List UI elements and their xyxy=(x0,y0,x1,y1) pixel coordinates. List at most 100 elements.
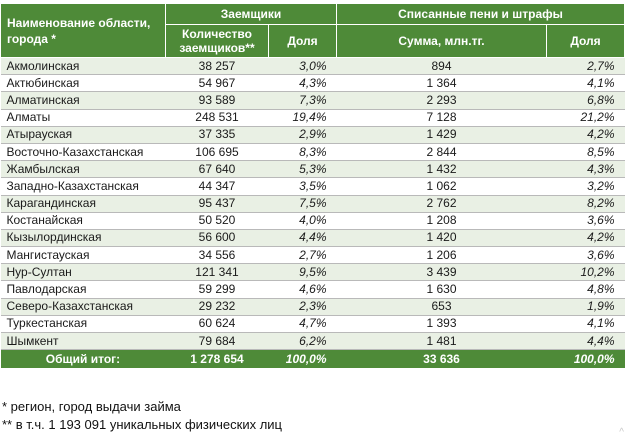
total-sum: 33 636 xyxy=(336,349,547,369)
total-count: 1 278 654 xyxy=(165,349,269,369)
table-row: Восточно-Казахстанская 106 695 8,3% 2 844 8,… xyxy=(0,143,625,162)
cell-region: Мангистауская xyxy=(0,246,166,265)
table-body: Акмолинская 38 257 3,0% 894 2,7% Актюбинская 5… xyxy=(0,57,625,351)
cell-region: Шымкент xyxy=(0,332,166,351)
cell-region: Карагандинская xyxy=(0,195,166,213)
cell-borrowers-share: 4,4% xyxy=(268,229,337,248)
cell-penalties-share: 4,8% xyxy=(546,280,625,299)
table-row: Алматинская 93 589 7,3% 2 293 6,8% xyxy=(0,91,625,110)
cell-penalties-sum: 1 393 xyxy=(336,315,547,334)
header-penalties-share: Доля xyxy=(545,24,626,58)
table-row: Нур-Султан 121 341 9,5% 3 439 10,2% xyxy=(0,263,625,282)
cell-penalties-sum: 1 630 xyxy=(336,280,547,299)
cell-penalties-sum: 1 432 xyxy=(336,160,547,179)
cell-borrowers-count: 60 624 xyxy=(165,315,269,334)
table-row: Северо-Казахстанская 29 232 2,3% 653 1,9% xyxy=(0,298,625,316)
cell-penalties-share: 3,6% xyxy=(546,246,625,265)
cell-borrowers-count: 37 335 xyxy=(165,126,269,144)
cell-borrowers-share: 9,5% xyxy=(268,263,337,282)
cell-penalties-sum: 2 293 xyxy=(336,91,547,110)
cell-borrowers-count: 67 640 xyxy=(165,160,269,179)
header-group-penalties: Списанные пени и штрафы xyxy=(335,3,626,25)
total-label: Общий итог: xyxy=(0,349,166,369)
cell-borrowers-count: 34 556 xyxy=(165,246,269,265)
cell-borrowers-share: 3,0% xyxy=(268,57,337,76)
header-borrowers-count: Количество заемщиков** xyxy=(165,24,269,58)
cell-borrowers-share: 4,0% xyxy=(268,212,337,230)
cell-region: Туркестанская xyxy=(0,315,166,334)
table-row: Карагандинская 95 437 7,5% 2 762 8,2% xyxy=(0,195,625,213)
cell-region: Западно-Казахстанская xyxy=(0,177,166,196)
cell-penalties-share: 6,8% xyxy=(546,91,625,110)
cell-penalties-share: 3,6% xyxy=(546,212,625,230)
cell-borrowers-share: 7,3% xyxy=(268,91,337,110)
table-row: Атырауская 37 335 2,9% 1 429 4,2% xyxy=(0,126,625,144)
cell-penalties-sum: 1 062 xyxy=(336,177,547,196)
cell-penalties-share: 4,4% xyxy=(546,332,625,351)
cell-penalties-sum: 1 481 xyxy=(336,332,547,351)
cell-penalties-sum: 1 429 xyxy=(336,126,547,144)
cell-borrowers-count: 79 684 xyxy=(165,332,269,351)
cell-region: Актюбинская xyxy=(0,74,166,93)
cell-borrowers-share: 5,3% xyxy=(268,160,337,179)
header-borrowers-share: Доля xyxy=(268,24,337,58)
cell-region: Восточно-Казахстанская xyxy=(0,143,166,162)
cell-borrowers-share: 3,5% xyxy=(268,177,337,196)
cell-penalties-share: 4,2% xyxy=(546,229,625,248)
footnote-region: * регион, город выдачи займа xyxy=(2,399,181,414)
header-penalties-sum: Сумма, млн.тг. xyxy=(336,24,547,58)
cell-penalties-sum: 1 206 xyxy=(336,246,547,265)
cell-borrowers-share: 7,5% xyxy=(268,195,337,213)
cell-penalties-share: 8,2% xyxy=(546,195,625,213)
table-row: Акмолинская 38 257 3,0% 894 2,7% xyxy=(0,57,625,76)
table-row: Актюбинская 54 967 4,3% 1 364 4,1% xyxy=(0,74,625,93)
cell-borrowers-share: 2,7% xyxy=(268,246,337,265)
cell-penalties-sum: 2 762 xyxy=(336,195,547,213)
cell-penalties-sum: 2 844 xyxy=(336,143,547,162)
cell-borrowers-count: 38 257 xyxy=(165,57,269,76)
cell-borrowers-count: 95 437 xyxy=(165,195,269,213)
cell-region: Костанайская xyxy=(0,212,166,230)
cell-borrowers-share: 4,3% xyxy=(268,74,337,93)
cell-penalties-share: 4,1% xyxy=(546,74,625,93)
cell-region: Жамбылская xyxy=(0,160,166,179)
table-row: Туркестанская 60 624 4,7% 1 393 4,1% xyxy=(0,315,625,334)
header-region-name: Наименование области, города * xyxy=(0,3,166,58)
corner-caret-icon: ^ xyxy=(619,427,624,438)
total-share: 100,0% xyxy=(268,349,337,369)
footnotes: * регион, город выдачи займа ** в т.ч. 1… xyxy=(2,398,282,434)
cell-borrowers-count: 29 232 xyxy=(165,298,269,316)
cell-penalties-sum: 1 420 xyxy=(336,229,547,248)
cell-borrowers-share: 2,3% xyxy=(268,298,337,316)
table-row: Мангистауская 34 556 2,7% 1 206 3,6% xyxy=(0,246,625,265)
table-row: Костанайская 50 520 4,0% 1 208 3,6% xyxy=(0,212,625,230)
cell-borrowers-count: 56 600 xyxy=(165,229,269,248)
cell-borrowers-count: 93 589 xyxy=(165,91,269,110)
cell-penalties-sum: 653 xyxy=(336,298,547,316)
table-row: Павлодарская 59 299 4,6% 1 630 4,8% xyxy=(0,280,625,299)
cell-borrowers-share: 4,6% xyxy=(268,280,337,299)
cell-borrowers-count: 44 347 xyxy=(165,177,269,196)
cell-penalties-share: 3,2% xyxy=(546,177,625,196)
cell-region: Алматы xyxy=(0,109,166,127)
cell-region: Павлодарская xyxy=(0,280,166,299)
cell-borrowers-count: 106 695 xyxy=(165,143,269,162)
cell-borrowers-count: 54 967 xyxy=(165,74,269,93)
cell-region: Акмолинская xyxy=(0,57,166,76)
cell-region: Нур-Султан xyxy=(0,263,166,282)
cell-penalties-sum: 1 208 xyxy=(336,212,547,230)
cell-penalties-share: 10,2% xyxy=(546,263,625,282)
cell-penalties-sum: 894 xyxy=(336,57,547,76)
cell-borrowers-count: 248 531 xyxy=(165,109,269,127)
table-row: Шымкент 79 684 6,2% 1 481 4,4% xyxy=(0,332,625,351)
cell-borrowers-share: 4,7% xyxy=(268,315,337,334)
cell-penalties-sum: 1 364 xyxy=(336,74,547,93)
regional-table: Наименование области, города * Заемщики … xyxy=(0,3,626,369)
cell-penalties-share: 1,9% xyxy=(546,298,625,316)
cell-penalties-share: 4,2% xyxy=(546,126,625,144)
cell-borrowers-count: 59 299 xyxy=(165,280,269,299)
footnote-unique-persons: ** в т.ч. 1 193 091 уникальных физически… xyxy=(2,417,282,432)
cell-penalties-sum: 3 439 xyxy=(336,263,547,282)
cell-penalties-share: 4,3% xyxy=(546,160,625,179)
table-container: Наименование области, города * Заемщики … xyxy=(0,3,626,369)
